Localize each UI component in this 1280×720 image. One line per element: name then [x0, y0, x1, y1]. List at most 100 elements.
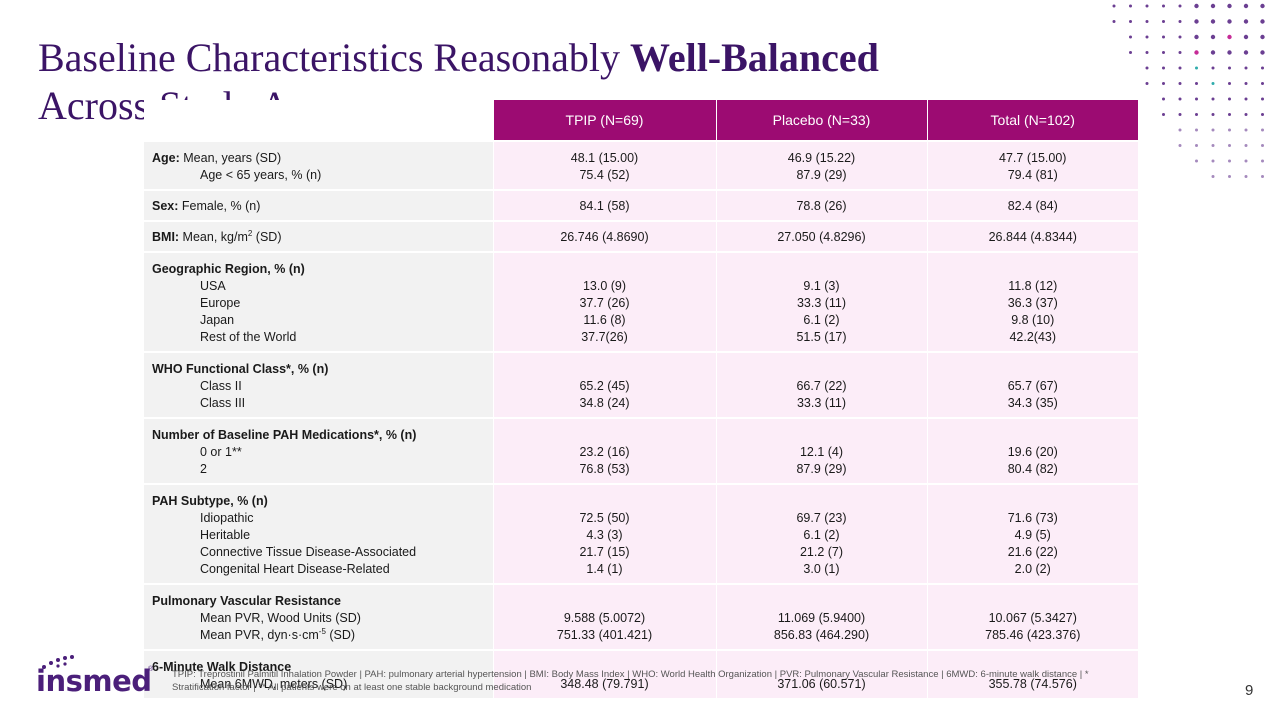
decorative-dot	[1210, 50, 1216, 55]
cell-placebo: 11.069 (5.9400) 856.83 (464.290)	[715, 583, 927, 650]
decorative-dot	[1260, 19, 1265, 24]
decorative-dot	[1195, 82, 1198, 85]
decorative-dot	[1243, 34, 1249, 40]
decorative-dot	[1244, 82, 1248, 85]
decorative-dot	[1162, 113, 1165, 116]
decorative-dot	[1228, 175, 1231, 178]
decorative-dot	[1162, 66, 1165, 70]
decorative-dot	[1227, 19, 1232, 24]
decorative-dot	[1244, 159, 1248, 163]
decorative-dot	[1145, 66, 1149, 70]
cell-tpip: 48.1 (15.00) 75.4 (52)	[492, 140, 716, 190]
cell-placebo: 46.9 (15.22) 87.9 (29)	[715, 140, 927, 190]
row-label: Geographic Region, % (n) USA Europe Japa…	[144, 251, 493, 352]
decorative-dot	[1178, 113, 1182, 116]
decorative-dot	[1195, 66, 1198, 70]
decorative-dot	[1211, 159, 1215, 163]
logo-dots-icon	[42, 655, 74, 669]
decorative-dot	[1261, 82, 1264, 85]
decorative-dot	[1178, 66, 1182, 70]
decorative-dot	[1260, 50, 1265, 55]
decorative-dot	[1243, 3, 1249, 9]
cell-total: 10.067 (5.3427) 785.46 (423.376)	[926, 583, 1138, 650]
decorative-dot	[1261, 159, 1264, 163]
decorative-dot	[1211, 144, 1215, 147]
row-label: Age: Mean, years (SD) Age < 65 years, % …	[144, 140, 493, 190]
cell-placebo: 78.8 (26)	[715, 189, 927, 221]
decorative-dot	[1244, 113, 1248, 116]
decorative-dot	[1244, 66, 1248, 70]
cell-placebo: 66.7 (22) 33.3 (11)	[715, 351, 927, 418]
decorative-dot	[1261, 144, 1264, 147]
decorative-dot	[1211, 175, 1215, 178]
decorative-dot	[1129, 51, 1132, 54]
cell-tpip: 65.2 (45) 34.8 (24)	[492, 351, 716, 418]
decorative-dot	[1194, 3, 1199, 9]
decorative-dot	[1228, 97, 1231, 101]
cell-placebo: 69.7 (23) 6.1 (2) 21.2 (7) 3.0 (1)	[715, 483, 927, 584]
decorative-dot	[1162, 82, 1165, 85]
decorative-dot	[1145, 35, 1149, 39]
decorative-dot	[1178, 4, 1182, 8]
decorative-dot	[1244, 97, 1248, 101]
cell-tpip: 13.0 (9) 37.7 (26) 11.6 (8) 37.7(26)	[492, 251, 716, 352]
decorative-dot	[1178, 51, 1182, 54]
decorative-dot	[1195, 113, 1198, 116]
decorative-dot	[1195, 128, 1198, 132]
cell-total: 11.8 (12) 36.3 (37) 9.8 (10) 42.2(43)	[926, 251, 1138, 352]
decorative-dot	[1261, 113, 1264, 116]
cell-total: 65.7 (67) 34.3 (35)	[926, 351, 1138, 418]
header-tpip: TPIP (N=69)	[492, 100, 716, 141]
decorative-dot	[1261, 66, 1264, 70]
decorative-dot	[1228, 82, 1231, 85]
decorative-dot	[1260, 34, 1265, 40]
table-row-region: Geographic Region, % (n) USA Europe Japa…	[144, 251, 1138, 352]
baseline-characteristics-table: TPIP (N=69) Placebo (N=33) Total (N=102)…	[144, 100, 1138, 698]
decorative-dot	[1129, 20, 1132, 23]
decorative-dot	[1162, 51, 1165, 54]
decorative-dot	[1210, 19, 1216, 24]
decorative-dot	[1211, 82, 1215, 85]
table-row-pvr: Pulmonary Vascular Resistance Mean PVR, …	[144, 583, 1138, 650]
decorative-dot	[1227, 3, 1232, 9]
decorative-dot	[1112, 20, 1116, 23]
cell-total: 26.844 (4.8344)	[926, 220, 1138, 252]
row-label: WHO Functional Class*, % (n) Class II Cl…	[144, 351, 493, 418]
decorative-dot	[1227, 34, 1232, 40]
insmed-logo: insmed ®	[36, 654, 154, 698]
cell-tpip: 26.746 (4.8690)	[492, 220, 716, 252]
cell-tpip: 9.588 (5.0072) 751.33 (401.421)	[492, 583, 716, 650]
logo-text: insmed	[36, 664, 152, 698]
table-row-age: Age: Mean, years (SD) Age < 65 years, % …	[144, 140, 1138, 190]
cell-tpip: 84.1 (58)	[492, 189, 716, 221]
decorative-dot	[1243, 19, 1249, 24]
footnote: TPIP: Treprostinil Palmitil Inhalation P…	[172, 669, 1089, 693]
header-total: Total (N=102)	[926, 100, 1138, 141]
logo-registered-mark: ®	[148, 666, 154, 673]
decorative-dot	[1162, 20, 1165, 23]
table-header-row: TPIP (N=69) Placebo (N=33) Total (N=102)	[144, 100, 1138, 141]
header-blank	[144, 100, 493, 141]
row-label: PAH Subtype, % (n) Idiopathic Heritable …	[144, 483, 493, 584]
decorative-dot	[1211, 97, 1215, 101]
decorative-dot	[1244, 128, 1248, 132]
decorative-dot	[1260, 3, 1265, 9]
decorative-dot	[1261, 128, 1264, 132]
decorative-dot	[1162, 35, 1165, 39]
cell-placebo: 371.06 (60.571)	[715, 649, 927, 698]
decorative-dot	[1244, 144, 1248, 147]
decorative-dot	[1228, 66, 1231, 70]
decorative-dot	[1228, 128, 1231, 132]
cell-total: 82.4 (84)	[926, 189, 1138, 221]
decorative-dot	[1228, 113, 1231, 116]
sub-label: Age < 65 years, % (n)	[200, 168, 322, 182]
row-label: 6-Minute Walk Distance Mean 6MWD, meters…	[144, 649, 493, 698]
decorative-dot	[1145, 51, 1149, 54]
decorative-dot	[1261, 97, 1264, 101]
table-row-6mwd: 6-Minute Walk Distance Mean 6MWD, meters…	[144, 649, 1138, 698]
decorative-dot	[1162, 97, 1165, 101]
decorative-dot	[1178, 97, 1182, 101]
decorative-dot	[1145, 20, 1149, 23]
title-part1: Baseline Characteristics Reasonably	[38, 35, 621, 80]
table-row-pah-subtype: PAH Subtype, % (n) Idiopathic Heritable …	[144, 483, 1138, 584]
